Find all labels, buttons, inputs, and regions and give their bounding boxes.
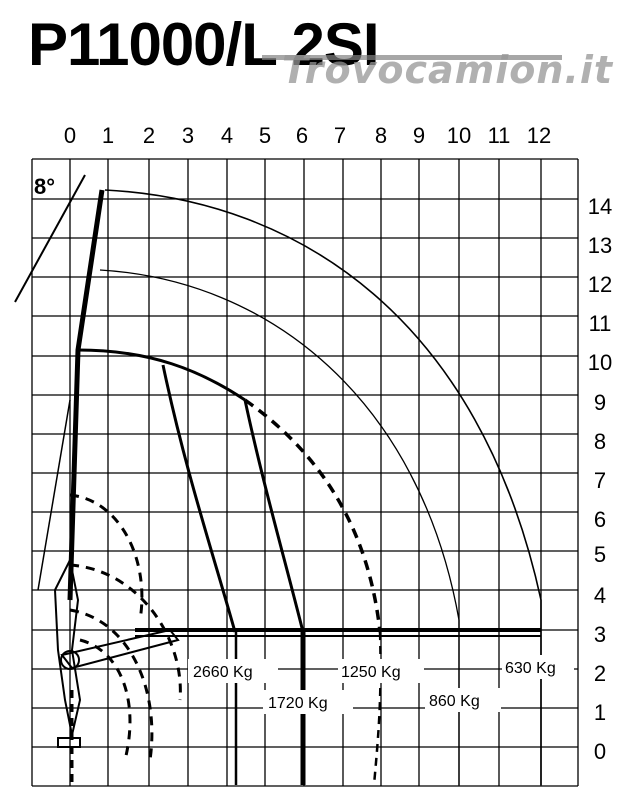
load-label-860: 860 Kg [429, 693, 480, 710]
envelope-top [77, 348, 246, 402]
x-tick-0: 0 [64, 123, 76, 148]
envelope-inner-2 [243, 399, 305, 633]
base-arc-4 [79, 638, 132, 761]
x-tick-3: 3 [182, 123, 194, 148]
crane-arm [60, 628, 180, 670]
x-tick-10: 10 [447, 123, 471, 148]
load-bg-630 [502, 655, 574, 679]
y-tick-8: 8 [594, 429, 606, 454]
crane-pivot [60, 650, 80, 670]
x-tick-11: 11 [488, 123, 511, 148]
watermark-bar [262, 55, 562, 60]
base-arc-2 [69, 563, 182, 701]
y-tick-12: 12 [588, 272, 612, 297]
y-tick-13: 13 [588, 233, 612, 258]
base-arc-3 [69, 608, 154, 761]
base-arc-1 [69, 493, 144, 621]
crane-mast-left [37, 399, 71, 591]
load-bg-1720 [263, 690, 353, 714]
angle-line [14, 174, 86, 303]
x-tick-6: 6 [296, 123, 308, 148]
x-tick-9: 9 [413, 123, 425, 148]
angle-label: 8° [34, 174, 55, 199]
crane-body [53, 556, 82, 736]
y-tick-9: 9 [594, 390, 606, 415]
y-tick-7: 7 [594, 468, 606, 493]
y-tick-10: 10 [588, 350, 612, 375]
y-axis-ticks: 14 13 12 11 10 9 8 7 6 5 4 3 2 1 0 [588, 194, 612, 764]
envelope-dashed [243, 398, 382, 633]
load-label-1250: 1250 Kg [341, 664, 401, 681]
x-tick-4: 4 [221, 123, 233, 148]
y-tick-4: 4 [594, 583, 606, 608]
x-tick-1: 1 [102, 123, 114, 148]
x-tick-12: 12 [527, 123, 551, 148]
y-tick-6: 6 [594, 507, 606, 532]
load-bg-860 [425, 688, 501, 712]
x-tick-7: 7 [334, 123, 346, 148]
y-tick-14: 14 [588, 194, 612, 219]
load-label-2660: 2660 Kg [193, 664, 253, 681]
envelope-inner-1 [161, 364, 237, 633]
reach-curve-2 [99, 269, 460, 785]
load-bg-2660 [188, 659, 278, 683]
y-tick-1: 1 [594, 700, 606, 725]
diagram-title: P11000/L 2SI [28, 11, 380, 78]
max-reach-curve [104, 189, 542, 785]
y-tick-5: 5 [594, 542, 606, 567]
y-tick-0: 0 [594, 739, 606, 764]
y-tick-2: 2 [594, 661, 606, 686]
watermark: Trovocamion.it [282, 48, 614, 92]
x-tick-2: 2 [143, 123, 155, 148]
x-tick-8: 8 [375, 123, 387, 148]
x-axis-ticks: 0 1 2 3 4 5 6 7 8 9 10 11 12 [64, 123, 551, 148]
load-label-1720: 1720 Kg [268, 695, 328, 712]
reach-dashed-8 [372, 631, 382, 786]
y-tick-3: 3 [594, 622, 606, 647]
y-tick-11: 11 [589, 311, 612, 336]
load-bg-1250 [338, 659, 424, 683]
x-tick-5: 5 [259, 123, 271, 148]
load-label-630: 630 Kg [505, 660, 556, 677]
crane-foot [57, 737, 81, 748]
